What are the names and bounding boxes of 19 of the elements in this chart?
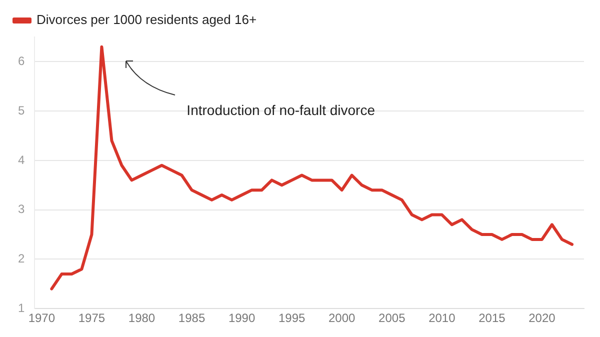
x-tick-label: 1970 <box>28 311 56 326</box>
x-tick-label: 1990 <box>228 311 256 326</box>
annotation: Introduction of no-fault divorce <box>186 102 376 118</box>
x-tick-label: 2005 <box>378 311 406 326</box>
x-tick-label: 1985 <box>178 311 206 326</box>
y-tick-label: 2 <box>18 252 25 266</box>
x-tick-label: 1995 <box>278 311 306 326</box>
x-tick-label: 1980 <box>128 311 156 326</box>
x-tick-label: 2015 <box>478 311 506 326</box>
x-tick-label: 2000 <box>328 311 356 326</box>
y-tick-label: 4 <box>18 152 25 167</box>
y-tick-label: 3 <box>18 202 25 216</box>
y-tick-label: 6 <box>18 54 25 68</box>
x-tick-label: 2020 <box>528 311 556 326</box>
y-tick-label: 1 <box>18 300 25 315</box>
x-tick-label: 2010 <box>428 311 456 326</box>
legend-label: Divorces per 1000 residents aged 16+ <box>36 12 257 28</box>
x-tick-label: 1975 <box>78 311 106 326</box>
y-tick-label: 5 <box>18 103 25 118</box>
